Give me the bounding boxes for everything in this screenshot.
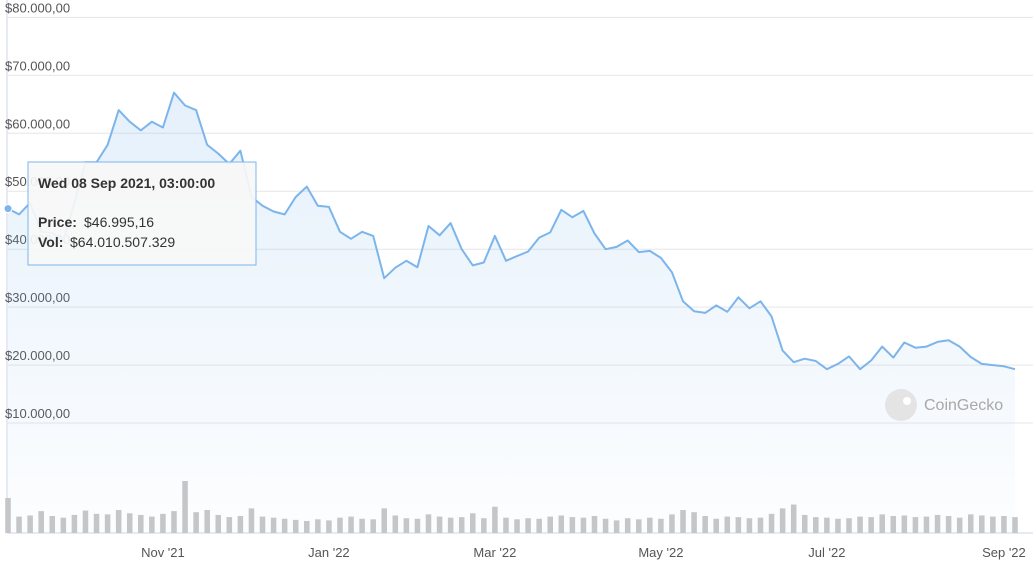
- x-tick-label: Sep '22: [982, 545, 1026, 560]
- tooltip-vol: $64.010.507.329: [70, 234, 175, 250]
- tooltip-vol-label: Vol:: [38, 234, 63, 250]
- y-tick-label: $70.000,00: [5, 58, 70, 73]
- y-tick-label: $80.000,00: [5, 0, 70, 15]
- y-tick-label: $60.000,00: [5, 116, 70, 131]
- tooltip-box: [27, 161, 257, 266]
- x-tick-label: Jan '22: [308, 545, 350, 560]
- tooltip-price: $46.995,16: [84, 214, 154, 230]
- tooltip: Wed 08 Sep 2021, 03:00:00 Price: $46.995…: [27, 161, 257, 266]
- price-area: [8, 92, 1015, 533]
- tooltip-date: Wed 08 Sep 2021, 03:00:00: [38, 175, 215, 191]
- tooltip-price-label: Price:: [38, 214, 77, 230]
- watermark-text: CoinGecko: [924, 397, 1003, 414]
- plot: [3, 91, 1016, 533]
- watermark: CoinGecko: [885, 389, 1003, 421]
- x-tick-label: Jul '22: [808, 545, 845, 560]
- hover-marker: [3, 204, 13, 214]
- x-tick-label: Nov '21: [141, 545, 185, 560]
- x-tick-label: May '22: [638, 545, 683, 560]
- x-tick-label: Mar '22: [473, 545, 516, 560]
- price-line: [7, 91, 1016, 371]
